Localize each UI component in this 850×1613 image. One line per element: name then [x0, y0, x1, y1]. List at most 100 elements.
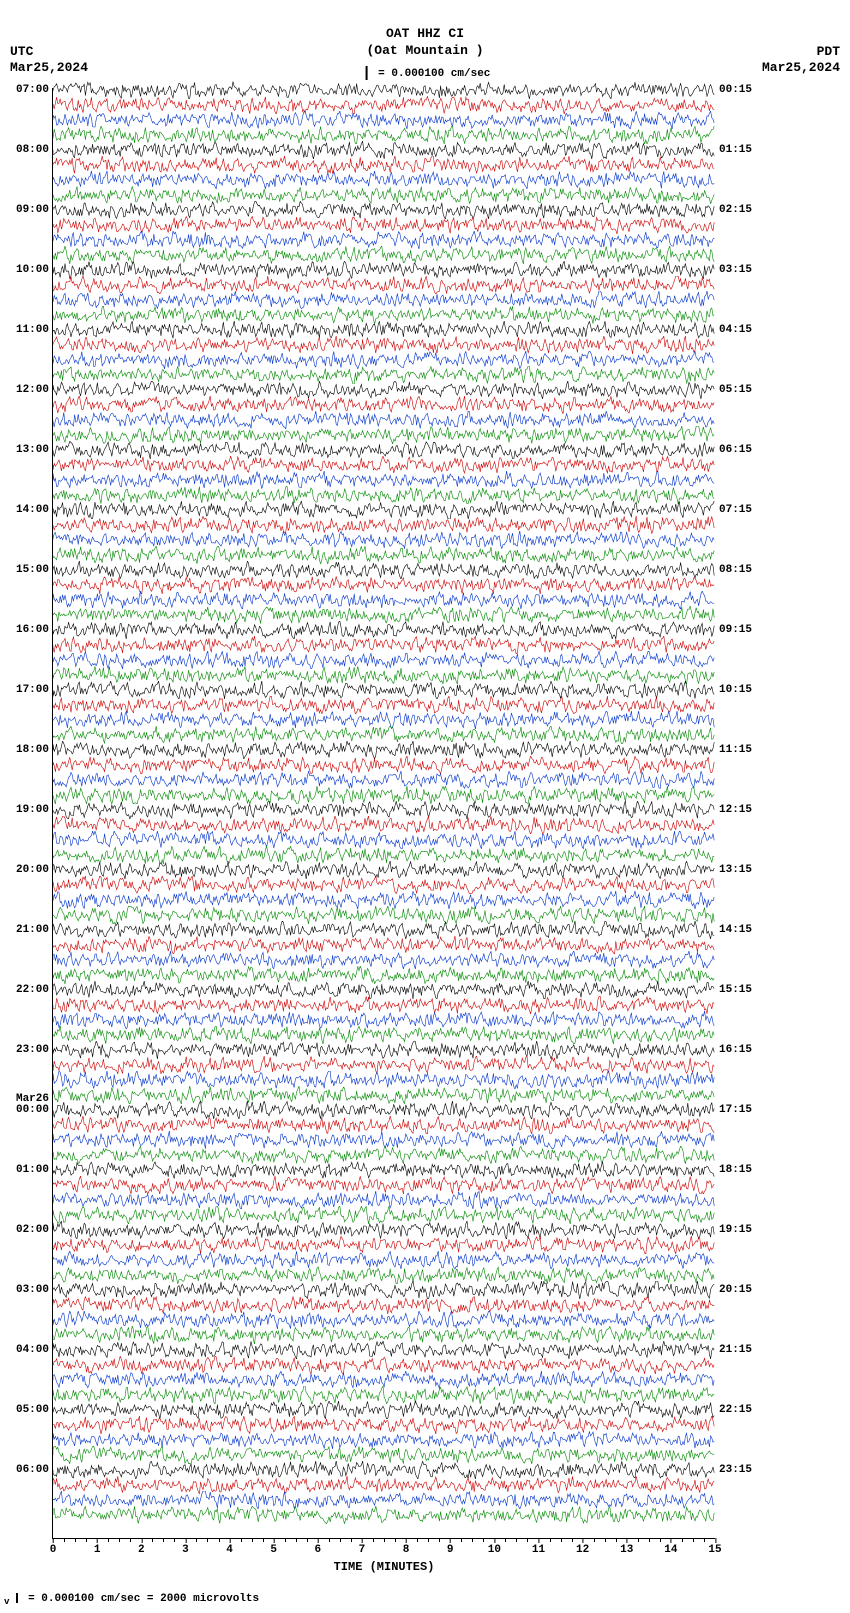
x-minor-tick [439, 1539, 440, 1542]
seismic-trace [53, 456, 715, 474]
x-minor-tick [550, 1539, 551, 1542]
seismic-trace [53, 831, 715, 849]
seismogram-container: OAT HHZ CI (Oat Mountain ) = 0.000100 cm… [0, 0, 850, 1613]
seismic-trace [53, 291, 715, 309]
x-minor-tick [572, 1539, 573, 1542]
seismic-trace [53, 231, 715, 249]
seismic-trace [53, 111, 715, 129]
x-minor-tick [119, 1539, 120, 1542]
seismic-trace: 03:0020:15 [53, 1281, 715, 1299]
x-minor-tick [152, 1539, 153, 1542]
seismic-trace [53, 216, 715, 234]
seismic-trace [53, 576, 715, 594]
x-minor-tick [263, 1539, 264, 1542]
x-tick-label: 15 [708, 1544, 721, 1556]
local-hour-label: 13:15 [719, 864, 752, 876]
x-minor-tick [516, 1539, 517, 1542]
utc-hour-label: 22:00 [16, 984, 49, 996]
seismic-trace [53, 486, 715, 504]
local-hour-label: 12:15 [719, 804, 752, 816]
local-hour-label: 02:15 [719, 204, 752, 216]
local-hour-label: 14:15 [719, 924, 752, 936]
seismic-trace: 00:00Mar2617:15 [53, 1101, 715, 1119]
local-hour-label: 23:15 [719, 1464, 752, 1476]
x-minor-tick [682, 1539, 683, 1542]
seismic-trace: 15:0008:15 [53, 561, 715, 579]
local-hour-label: 09:15 [719, 624, 752, 636]
seismic-trace [53, 891, 715, 909]
x-minor-tick [428, 1539, 429, 1542]
seismic-trace [53, 546, 715, 564]
x-minor-tick [241, 1539, 242, 1542]
seismic-trace [53, 666, 715, 684]
x-minor-tick [660, 1539, 661, 1542]
x-minor-tick [307, 1539, 308, 1542]
utc-hour-label: 14:00 [16, 504, 49, 516]
x-minor-tick [527, 1539, 528, 1542]
x-tick-label: 13 [620, 1544, 633, 1556]
local-hour-label: 21:15 [719, 1344, 752, 1356]
seismic-trace [53, 471, 715, 489]
station-subtitle: (Oat Mountain ) [0, 43, 850, 60]
x-tick-label: 11 [532, 1544, 545, 1556]
footer-scale-note: v = 0.000100 cm/sec = 2000 microvolts [4, 1593, 259, 1607]
seismic-trace: 02:0019:15 [53, 1221, 715, 1239]
seismic-trace [53, 1026, 715, 1044]
seismic-trace [53, 1446, 715, 1464]
seismic-trace [53, 1311, 715, 1329]
x-minor-tick [693, 1539, 694, 1542]
x-minor-tick [340, 1539, 341, 1542]
x-tick-label: 2 [138, 1544, 145, 1556]
local-hour-label: 22:15 [719, 1404, 752, 1416]
seismic-trace [53, 1416, 715, 1434]
day-break-label: Mar26 [16, 1093, 49, 1105]
x-minor-tick [86, 1539, 87, 1542]
utc-hour-label: 12:00 [16, 384, 49, 396]
seismic-trace [53, 1236, 715, 1254]
seismic-trace: 11:0004:15 [53, 321, 715, 339]
x-minor-tick [384, 1539, 385, 1542]
x-minor-tick [417, 1539, 418, 1542]
x-axis-label: TIME (MINUTES) [334, 1560, 435, 1574]
seismic-trace: 09:0002:15 [53, 201, 715, 219]
local-hour-label: 05:15 [719, 384, 752, 396]
local-hour-label: 06:15 [719, 444, 752, 456]
x-minor-tick [483, 1539, 484, 1542]
seismic-trace [53, 606, 715, 624]
local-hour-label: 11:15 [719, 744, 752, 756]
x-minor-tick [594, 1539, 595, 1542]
seismic-trace [53, 846, 715, 864]
seismic-trace [53, 156, 715, 174]
local-hour-label: 03:15 [719, 264, 752, 276]
station-title: OAT HHZ CI [0, 26, 850, 43]
seismic-trace [53, 171, 715, 189]
seismic-trace [53, 126, 715, 144]
seismic-trace [53, 1251, 715, 1269]
seismic-trace [53, 636, 715, 654]
seismic-trace [53, 1506, 715, 1524]
x-minor-tick [505, 1539, 506, 1542]
seismic-trace [53, 396, 715, 414]
seismic-trace: 05:0022:15 [53, 1401, 715, 1419]
seismic-trace [53, 1131, 715, 1149]
x-tick-label: 3 [182, 1544, 189, 1556]
seismic-trace [53, 411, 715, 429]
seismic-trace: 01:0018:15 [53, 1161, 715, 1179]
utc-hour-label: 04:00 [16, 1344, 49, 1356]
utc-hour-label: 13:00 [16, 444, 49, 456]
seismic-trace: 20:0013:15 [53, 861, 715, 879]
local-hour-label: 10:15 [719, 684, 752, 696]
utc-hour-label: 05:00 [16, 1404, 49, 1416]
x-minor-tick [130, 1539, 131, 1542]
x-minor-tick [108, 1539, 109, 1542]
seismic-trace: 19:0012:15 [53, 801, 715, 819]
seismic-trace [53, 1176, 715, 1194]
seismic-trace [53, 906, 715, 924]
scale-text: = 0.000100 cm/sec [372, 68, 491, 80]
scale-bar-icon [366, 66, 368, 80]
seismic-trace [53, 336, 715, 354]
local-hour-label: 19:15 [719, 1224, 752, 1236]
seismic-trace [53, 1116, 715, 1134]
footer-text: = 0.000100 cm/sec = 2000 microvolts [22, 1593, 260, 1605]
local-hour-label: 01:15 [719, 144, 752, 156]
